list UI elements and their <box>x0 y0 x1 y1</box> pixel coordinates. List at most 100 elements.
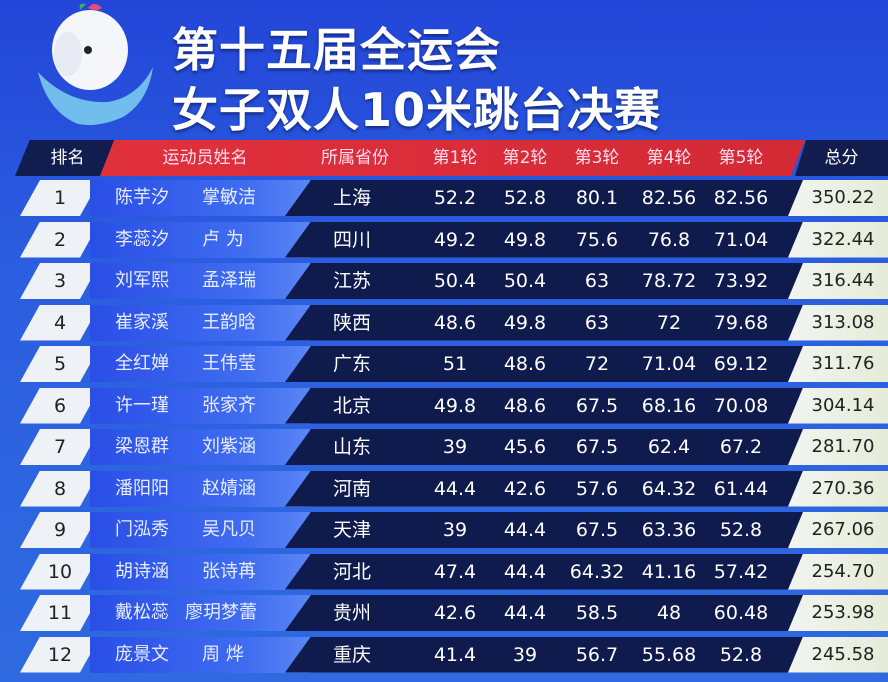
round-1-score: 48.6 <box>433 311 477 334</box>
round-4-score: 71.04 <box>641 353 697 375</box>
round-2-score: 44.4 <box>503 560 547 583</box>
round-1-score: 47.4 <box>433 560 477 583</box>
total-score: 322.44 <box>788 221 888 258</box>
athlete-2: 赵婧涵 <box>202 477 256 499</box>
athlete-2: 廖玥梦蕾 <box>185 602 257 623</box>
score-band <box>285 512 805 548</box>
athlete-2: 吴凡贝 <box>202 519 256 540</box>
rank-cell: 5 <box>20 346 100 382</box>
table-row: 9 门泓秀 吴凡贝 天津 39 44.4 67.5 63.36 52.8 267.06 <box>0 512 888 548</box>
round-1-score: 52.2 <box>433 187 477 209</box>
round-4-score: 55.68 <box>641 643 697 666</box>
rank-cell: 2 <box>20 221 100 258</box>
round-2-score: 50.4 <box>503 270 547 292</box>
header-athletes: 运动员姓名 <box>162 148 248 168</box>
round-5-score: 82.56 <box>713 187 769 209</box>
rank-cell: 12 <box>20 636 100 673</box>
score-band <box>285 553 805 590</box>
rank-cell: 11 <box>20 595 100 631</box>
athletes-cell: 胡诗涵 张诗苒 <box>90 553 310 590</box>
total-score: 281.70 <box>788 429 888 465</box>
round-3-score: 64.32 <box>569 560 625 583</box>
athletes-cell: 李蕊汐 卢 为 <box>90 221 310 258</box>
round-1-score: 51 <box>442 353 468 375</box>
athletes-cell: 潘阳阳 赵婧涵 <box>90 470 310 507</box>
athlete-2: 张诗苒 <box>202 560 256 582</box>
athletes-cell: 戴松蕊 廖玥梦蕾 <box>90 595 310 631</box>
athletes-cell: 许一瑾 张家齐 <box>90 387 310 424</box>
title-line-1: 第十五届全运会 <box>172 23 501 77</box>
round-2-score: 48.6 <box>503 353 547 375</box>
table-row: 3 刘军熙 孟泽瑞 江苏 50.4 50.4 63 78.72 73.92 316.44 <box>0 263 888 299</box>
round-4-score: 41.16 <box>641 560 697 583</box>
province-cell: 天津 <box>332 519 371 541</box>
table-row: 8 潘阳阳 赵婧涵 河南 44.4 42.6 57.6 64.32 61.44 270.36 <box>0 470 888 507</box>
score-band <box>285 263 805 299</box>
round-4-score: 82.56 <box>641 187 697 209</box>
header-bar: 运动员姓名 所属省份 第1轮 第2轮 第3轮 第4轮 第5轮 <box>100 140 805 176</box>
round-5-score: 60.48 <box>713 602 769 624</box>
athlete-2: 刘紫涵 <box>202 436 256 457</box>
round-4-score: 78.72 <box>641 270 697 292</box>
total-score: 254.70 <box>788 553 888 590</box>
round-3-score: 56.7 <box>575 643 619 666</box>
province-cell: 陕西 <box>332 311 371 334</box>
round-2-score: 49.8 <box>503 228 547 251</box>
round-3-score: 67.5 <box>575 436 619 458</box>
rank-cell: 4 <box>20 304 100 341</box>
athletes-cell: 庞景文 周 烨 <box>90 636 310 673</box>
athlete-1: 梁恩群 <box>115 436 169 457</box>
rank-cell: 9 <box>20 512 100 548</box>
score-band <box>285 346 805 382</box>
header-r1: 第1轮 <box>432 148 478 168</box>
athletes-cell: 陈芋汐 掌敏洁 <box>90 180 310 216</box>
round-2-score: 45.6 <box>503 436 547 458</box>
athlete-2: 周 烨 <box>202 643 244 665</box>
athlete-1: 陈芋汐 <box>115 187 169 208</box>
table-row: 1 陈芋汐 掌敏洁 上海 52.2 52.8 80.1 82.56 82.56 350.22 <box>0 180 888 216</box>
round-5-score: 69.12 <box>713 353 769 375</box>
province-cell: 山东 <box>332 436 371 458</box>
athlete-2: 王伟莹 <box>202 353 256 374</box>
athletes-cell: 崔家溪 王韵晗 <box>90 304 310 341</box>
round-3-score: 67.5 <box>575 519 619 541</box>
table-row: 12 庞景文 周 烨 重庆 41.4 39 56.7 55.68 52.8 245.58 <box>0 636 888 673</box>
round-4-score: 48 <box>656 602 682 624</box>
round-1-score: 44.4 <box>433 477 477 500</box>
round-3-score: 80.1 <box>575 187 619 209</box>
province-cell: 北京 <box>332 394 371 417</box>
round-3-score: 67.5 <box>575 394 619 417</box>
table-row: 5 全红婵 王伟莹 广东 51 48.6 72 71.04 69.12 311.76 <box>0 346 888 382</box>
round-3-score: 58.5 <box>575 602 619 624</box>
athlete-1: 庞景文 <box>115 643 169 665</box>
round-5-score: 70.08 <box>713 394 769 417</box>
header-province: 所属省份 <box>321 148 389 168</box>
round-5-score: 52.8 <box>719 643 763 666</box>
athlete-1: 潘阳阳 <box>115 477 169 499</box>
total-score: 253.98 <box>788 595 888 631</box>
round-5-score: 71.04 <box>713 228 769 251</box>
province-cell: 四川 <box>332 228 371 251</box>
total-score: 316.44 <box>788 263 888 299</box>
athlete-1: 崔家溪 <box>115 311 169 333</box>
round-1-score: 49.8 <box>433 394 477 417</box>
score-band <box>285 221 805 258</box>
total-score: 304.14 <box>788 387 888 424</box>
total-score: 350.22 <box>788 180 888 216</box>
table-row: 11 戴松蕊 廖玥梦蕾 贵州 42.6 44.4 58.5 48 60.48 253.98 <box>0 595 888 631</box>
rank-cell: 3 <box>20 263 100 299</box>
round-5-score: 61.44 <box>713 477 769 500</box>
title-line-2: 女子双人10米跳台决赛 <box>172 83 662 137</box>
athletes-cell: 梁恩群 刘紫涵 <box>90 429 310 465</box>
round-4-score: 64.32 <box>641 477 697 500</box>
round-3-score: 72 <box>584 353 610 375</box>
athlete-2: 卢 为 <box>202 228 244 250</box>
table-row: 2 李蕊汐 卢 为 四川 49.2 49.8 75.6 76.8 71.04 322.44 <box>0 221 888 258</box>
province-cell: 贵州 <box>332 602 371 624</box>
round-1-score: 39 <box>442 519 468 541</box>
round-5-score: 67.2 <box>719 436 763 458</box>
round-1-score: 42.6 <box>433 602 477 624</box>
athlete-1: 刘军熙 <box>115 270 169 291</box>
round-3-score: 63 <box>584 311 610 334</box>
rank-cell: 10 <box>20 553 100 590</box>
